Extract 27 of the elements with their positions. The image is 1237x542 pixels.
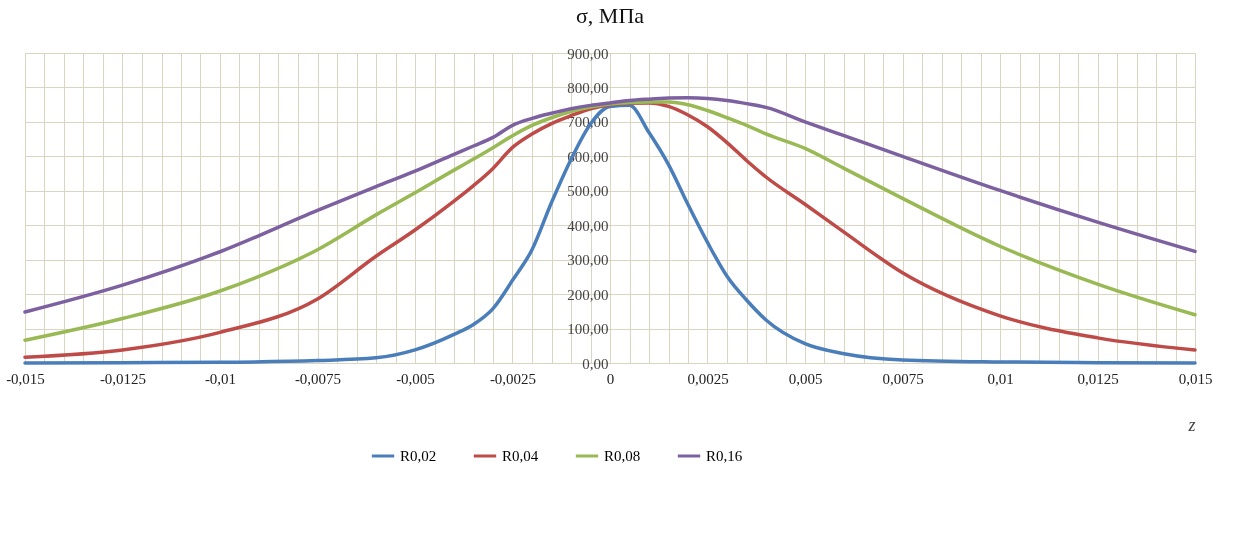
y-tick-label: 800,00 bbox=[567, 79, 609, 96]
x-tick-label: 0,0075 bbox=[882, 370, 924, 387]
y-tick-label: 0,00 bbox=[582, 355, 609, 372]
x-tick-label: 0,0025 bbox=[687, 370, 729, 387]
x-axis-title: z bbox=[1187, 414, 1196, 435]
x-tick-label: 0,005 bbox=[788, 370, 823, 387]
x-tick-label: -0,005 bbox=[396, 370, 435, 387]
x-tick-label: 0 bbox=[606, 370, 615, 387]
x-tick-label: -0,0025 bbox=[489, 370, 537, 387]
y-tick-label: 200,00 bbox=[567, 286, 609, 303]
y-tick-label: 300,00 bbox=[567, 252, 609, 269]
x-tick-label: 0,015 bbox=[1178, 370, 1213, 387]
legend-label: R0,04 bbox=[502, 448, 539, 464]
x-tick-label: 0,0125 bbox=[1077, 370, 1119, 387]
legend-label: R0,02 bbox=[400, 448, 437, 464]
y-tick-label: 900,00 bbox=[567, 45, 609, 62]
y-tick-label: 400,00 bbox=[567, 217, 609, 234]
x-tick-label: -0,015 bbox=[6, 370, 45, 387]
chart-title: σ, МПа bbox=[575, 3, 645, 28]
y-tick-label: 500,00 bbox=[567, 183, 609, 200]
x-tick-label: -0,0075 bbox=[294, 370, 342, 387]
legend-label: R0,16 bbox=[706, 448, 743, 464]
legend-label: R0,08 bbox=[604, 448, 641, 464]
y-tick-label: 100,00 bbox=[567, 321, 609, 338]
x-tick-label: -0,0125 bbox=[99, 370, 147, 387]
x-tick-label: -0,01 bbox=[204, 370, 237, 387]
x-tick-label: 0,01 bbox=[987, 370, 1014, 387]
